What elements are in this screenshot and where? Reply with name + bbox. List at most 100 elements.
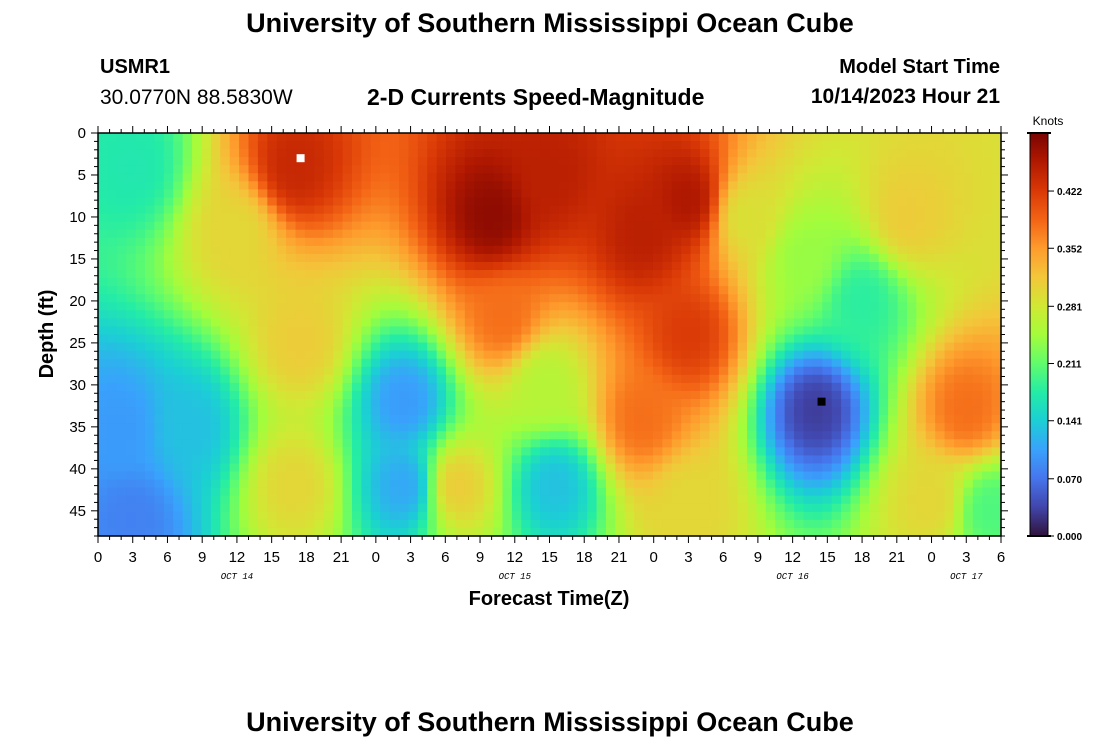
heatmap-cell — [201, 205, 212, 215]
heatmap-cell — [888, 326, 899, 336]
heatmap-cell — [483, 253, 494, 263]
heatmap-cell — [869, 415, 880, 424]
heatmap-cell — [558, 302, 569, 311]
heatmap-cell — [417, 415, 428, 424]
heatmap-cell — [399, 407, 410, 416]
heatmap-cell — [812, 366, 823, 376]
heatmap-cell — [502, 382, 513, 392]
heatmap-cell — [982, 213, 993, 223]
heatmap-cell — [643, 310, 654, 319]
heatmap-cell — [728, 286, 739, 295]
heatmap-cell — [474, 310, 485, 319]
heatmap-cell — [643, 471, 654, 481]
heatmap-cell — [417, 133, 428, 142]
heatmap-cell — [587, 318, 598, 328]
heatmap-cell — [596, 374, 607, 384]
heatmap-cell — [906, 261, 917, 271]
heatmap-cell — [850, 390, 861, 400]
heatmap-cell — [502, 439, 513, 448]
heatmap-cell — [728, 237, 739, 247]
heatmap-cell — [831, 334, 842, 344]
heatmap-cell — [540, 479, 551, 489]
heatmap-cell — [878, 374, 889, 384]
heatmap-cell — [267, 286, 278, 295]
heatmap-cell — [991, 431, 1002, 440]
heatmap-cell — [756, 229, 767, 239]
heatmap-cell — [690, 205, 701, 215]
heatmap-cell — [718, 415, 729, 424]
heatmap-cell — [464, 181, 475, 191]
heatmap-cell — [239, 407, 250, 416]
heatmap-cell — [135, 197, 146, 207]
heatmap-cell — [794, 133, 805, 142]
heatmap-cell — [135, 342, 146, 352]
heatmap-cell — [351, 334, 362, 344]
heatmap-cell — [652, 358, 663, 368]
heatmap-cell — [982, 133, 993, 142]
heatmap-cell — [822, 270, 833, 279]
heatmap-cell — [652, 253, 663, 263]
heatmap-cell — [577, 334, 588, 344]
heatmap-cell — [323, 165, 334, 174]
heatmap-cell — [446, 141, 457, 150]
heatmap-cell — [709, 213, 720, 223]
heatmap-cell — [756, 181, 767, 191]
heatmap-cell — [239, 334, 250, 344]
heatmap-cell — [107, 334, 118, 344]
heatmap-cell — [690, 415, 701, 424]
heatmap-cell — [605, 463, 616, 473]
heatmap-cell — [380, 519, 391, 529]
heatmap-cell — [314, 221, 325, 231]
heatmap-cell — [841, 407, 852, 416]
heatmap-cell — [154, 270, 165, 279]
heatmap-cell — [455, 358, 466, 368]
heatmap-cell — [389, 487, 400, 497]
heatmap-cell — [163, 503, 174, 513]
heatmap-cell — [323, 447, 334, 456]
heatmap-cell — [615, 165, 626, 174]
heatmap-cell — [493, 286, 504, 295]
heatmap-cell — [361, 527, 372, 537]
heatmap-cell — [464, 350, 475, 360]
heatmap-cell — [521, 165, 532, 174]
heatmap-cell — [991, 221, 1002, 231]
heatmap-cell — [972, 471, 983, 481]
heatmap-cell — [897, 245, 908, 255]
heatmap-cell — [314, 527, 325, 537]
heatmap-cell — [747, 350, 758, 360]
heatmap-cell — [605, 447, 616, 456]
heatmap-cell — [163, 326, 174, 336]
heatmap-cell — [436, 342, 447, 352]
heatmap-cell — [935, 165, 946, 174]
heatmap-cell — [201, 165, 212, 174]
heatmap-cell — [991, 205, 1002, 215]
heatmap-cell — [718, 398, 729, 408]
heatmap-cell — [878, 157, 889, 166]
heatmap-cell — [408, 519, 419, 529]
heatmap-cell — [690, 221, 701, 231]
heatmap-cell — [681, 342, 692, 352]
heatmap-cell — [916, 310, 927, 319]
heatmap-cell — [530, 221, 541, 231]
heatmap-cell — [596, 334, 607, 344]
heatmap-cell — [229, 431, 240, 440]
heatmap-cell — [351, 181, 362, 191]
heatmap-cell — [304, 294, 315, 303]
heatmap-cell — [163, 487, 174, 497]
heatmap-cell — [474, 270, 485, 279]
heatmap-cell — [652, 519, 663, 529]
heatmap-cell — [587, 141, 598, 150]
heatmap-cell — [718, 487, 729, 497]
heatmap-cell — [493, 439, 504, 448]
heatmap-cell — [163, 407, 174, 416]
heatmap-cell — [568, 463, 579, 473]
heatmap-cell — [389, 213, 400, 223]
heatmap-cell — [690, 181, 701, 191]
heatmap-cell — [558, 229, 569, 239]
heatmap-cell — [314, 503, 325, 513]
heatmap-cell — [615, 382, 626, 392]
heatmap-cell — [210, 141, 221, 150]
heatmap-cell — [982, 197, 993, 207]
heatmap-cell — [718, 527, 729, 537]
heatmap-cell — [991, 358, 1002, 368]
